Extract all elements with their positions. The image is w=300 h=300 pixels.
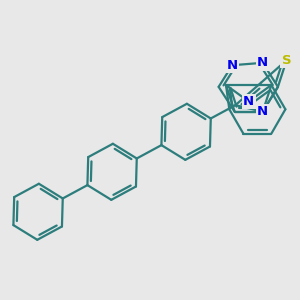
Text: S: S: [282, 54, 291, 67]
Text: N: N: [257, 56, 268, 69]
Text: N: N: [257, 105, 268, 118]
Text: N: N: [243, 95, 254, 108]
Text: N: N: [227, 59, 238, 72]
